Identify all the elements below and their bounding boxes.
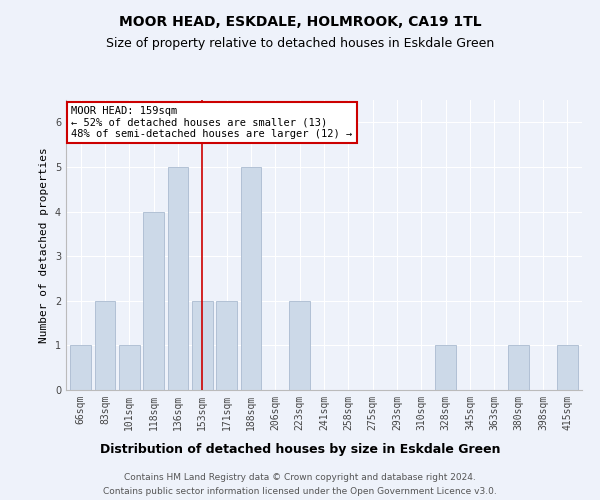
Text: MOOR HEAD, ESKDALE, HOLMROOK, CA19 1TL: MOOR HEAD, ESKDALE, HOLMROOK, CA19 1TL <box>119 15 481 29</box>
Text: Size of property relative to detached houses in Eskdale Green: Size of property relative to detached ho… <box>106 38 494 51</box>
Text: Contains HM Land Registry data © Crown copyright and database right 2024.: Contains HM Land Registry data © Crown c… <box>124 472 476 482</box>
Bar <box>167 167 188 390</box>
Bar <box>289 301 310 390</box>
Bar <box>508 346 529 390</box>
Bar <box>557 346 578 390</box>
Bar <box>70 346 91 390</box>
Bar <box>143 212 164 390</box>
Text: Contains public sector information licensed under the Open Government Licence v3: Contains public sector information licen… <box>103 488 497 496</box>
Bar <box>216 301 237 390</box>
Text: MOOR HEAD: 159sqm
← 52% of detached houses are smaller (13)
48% of semi-detached: MOOR HEAD: 159sqm ← 52% of detached hous… <box>71 106 352 139</box>
Bar <box>119 346 140 390</box>
Bar <box>436 346 456 390</box>
Bar <box>241 167 262 390</box>
Text: Distribution of detached houses by size in Eskdale Green: Distribution of detached houses by size … <box>100 442 500 456</box>
Y-axis label: Number of detached properties: Number of detached properties <box>40 147 49 343</box>
Bar <box>192 301 212 390</box>
Bar <box>95 301 115 390</box>
